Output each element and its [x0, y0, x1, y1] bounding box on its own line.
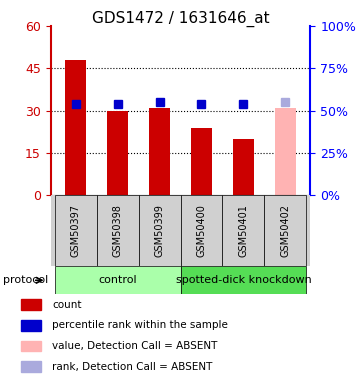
Bar	[21, 361, 42, 372]
Text: control: control	[98, 275, 137, 285]
Text: GSM50401: GSM50401	[238, 204, 248, 257]
FancyBboxPatch shape	[97, 195, 139, 266]
FancyBboxPatch shape	[222, 195, 264, 266]
Bar	[107, 111, 128, 195]
Bar	[275, 108, 296, 195]
FancyBboxPatch shape	[180, 195, 222, 266]
Bar	[21, 320, 42, 331]
FancyBboxPatch shape	[55, 195, 97, 266]
FancyBboxPatch shape	[264, 195, 306, 266]
Text: GSM50397: GSM50397	[71, 204, 81, 257]
FancyBboxPatch shape	[55, 266, 180, 294]
Text: value, Detection Call = ABSENT: value, Detection Call = ABSENT	[52, 341, 218, 351]
FancyBboxPatch shape	[180, 266, 306, 294]
Text: rank, Detection Call = ABSENT: rank, Detection Call = ABSENT	[52, 362, 213, 372]
Text: GSM50399: GSM50399	[155, 204, 165, 257]
Text: count: count	[52, 300, 82, 310]
Text: protocol: protocol	[3, 275, 48, 285]
Bar	[191, 128, 212, 195]
Text: GSM50402: GSM50402	[280, 204, 290, 257]
Text: percentile rank within the sample: percentile rank within the sample	[52, 320, 228, 330]
FancyBboxPatch shape	[139, 195, 180, 266]
Bar	[233, 139, 254, 195]
Text: GDS1472 / 1631646_at: GDS1472 / 1631646_at	[92, 11, 269, 27]
Bar	[149, 108, 170, 195]
Text: GSM50400: GSM50400	[196, 204, 206, 257]
Bar	[21, 340, 42, 351]
Text: GSM50398: GSM50398	[113, 204, 123, 257]
Bar	[65, 60, 86, 195]
Bar	[21, 299, 42, 310]
Text: spotted-dick knockdown: spotted-dick knockdown	[175, 275, 311, 285]
